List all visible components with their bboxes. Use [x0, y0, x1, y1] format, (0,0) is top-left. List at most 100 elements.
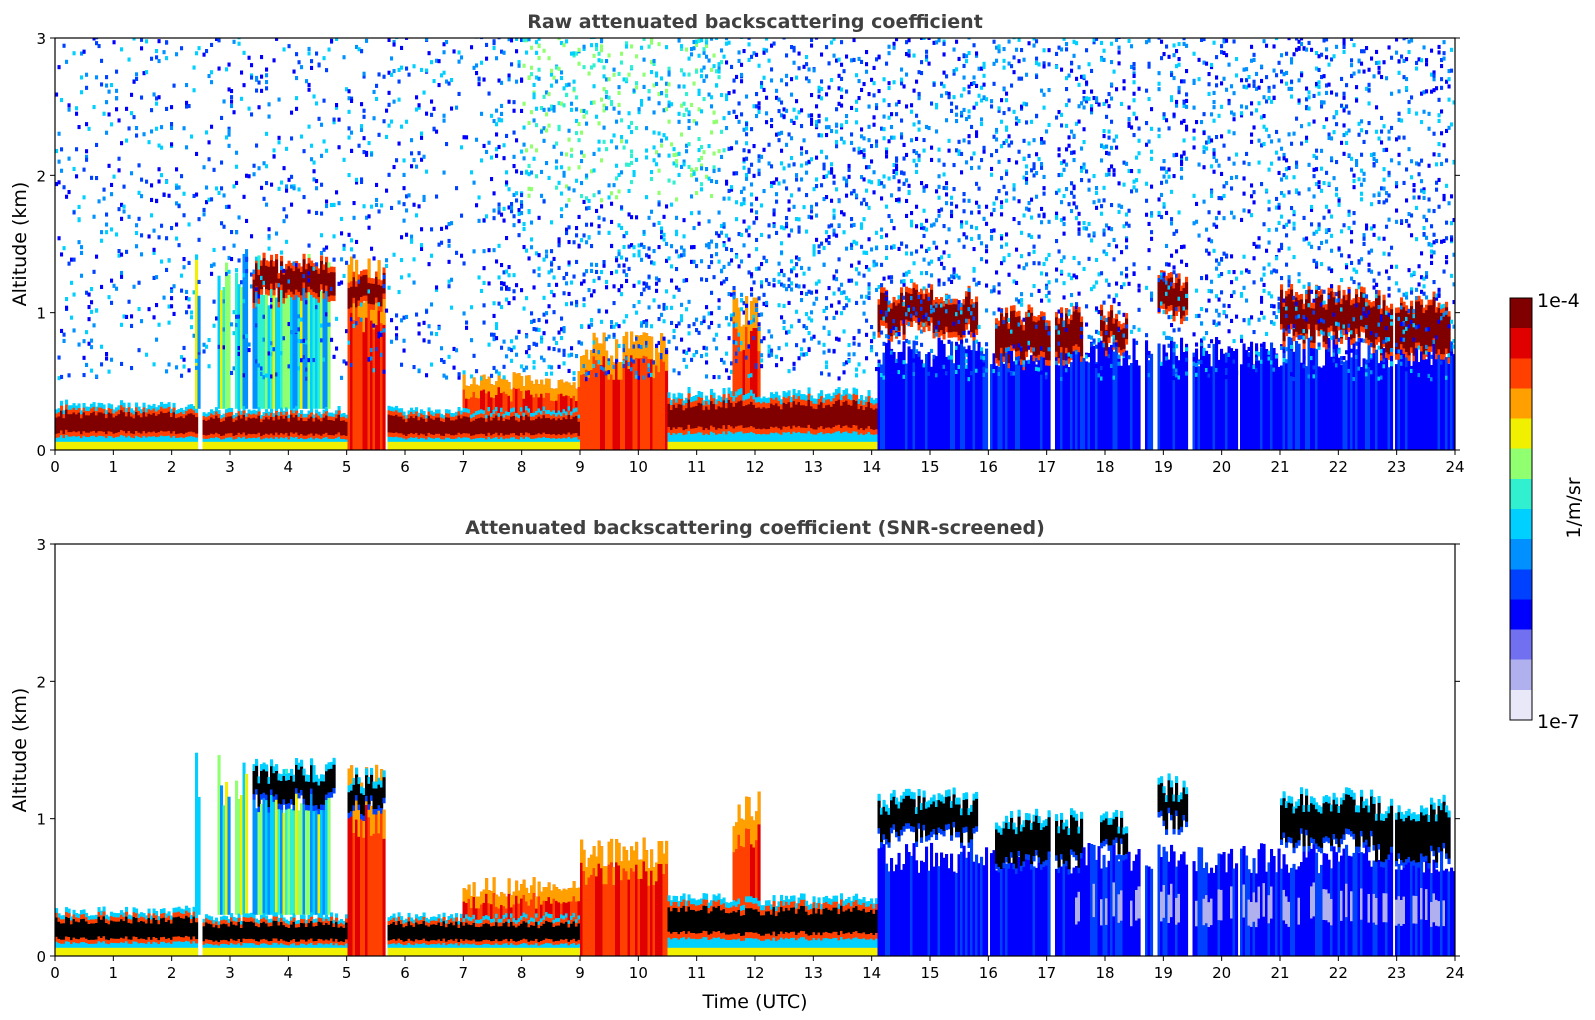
heatmap-cell	[558, 243, 561, 247]
heatmap-cell	[840, 137, 843, 141]
heatmap-cell	[100, 59, 103, 63]
heatmap-cell	[413, 281, 416, 285]
heatmap-cell	[88, 305, 91, 309]
heatmap-cell	[783, 166, 786, 170]
heatmap-cell	[613, 284, 616, 288]
heatmap-cell	[160, 260, 163, 264]
heatmap-cell	[710, 194, 713, 198]
heatmap-cell	[838, 223, 841, 227]
heatmap-cell	[823, 263, 826, 267]
heatmap-cell	[270, 183, 273, 187]
heatmap-cell	[58, 236, 61, 240]
heatmap-cell	[688, 142, 691, 146]
heatmap-cell	[683, 253, 686, 257]
heatmap-cell	[933, 241, 936, 245]
heatmap-cell	[915, 137, 918, 141]
heatmap-cell	[575, 95, 578, 99]
heatmap-cell	[415, 313, 418, 317]
heatmap-cell	[750, 287, 753, 291]
heatmap-cell	[750, 127, 753, 131]
heatmap-cell	[248, 107, 251, 111]
heatmap-cell	[488, 343, 491, 347]
heatmap-cell	[310, 59, 313, 63]
heatmap-cell	[378, 209, 381, 213]
heatmap-cell	[720, 155, 723, 159]
heatmap-cell	[240, 71, 243, 75]
heatmap-cell	[133, 115, 136, 119]
heatmap-cell	[843, 290, 846, 294]
heatmap-cell	[880, 263, 883, 267]
heatmap-cell	[568, 198, 571, 202]
heatmap-cell	[508, 100, 511, 104]
heatmap-cell	[578, 122, 581, 126]
heatmap-cell	[743, 243, 746, 247]
heatmap-cell	[710, 254, 713, 258]
heatmap-cell	[858, 329, 861, 333]
heatmap-cell	[348, 110, 351, 114]
heatmap-column	[180, 46, 183, 450]
heatmap-cell	[855, 108, 858, 112]
heatmap-cell	[693, 322, 696, 326]
heatmap-cell	[618, 111, 621, 115]
heatmap-cell	[360, 124, 363, 128]
heatmap-cell	[715, 120, 718, 124]
heatmap-cell	[63, 185, 66, 189]
heatmap-cell	[893, 46, 896, 50]
heatmap-cell	[855, 120, 858, 124]
heatmap-cell	[585, 269, 588, 273]
heatmap-cell	[883, 127, 886, 131]
heatmap-cell	[820, 53, 823, 57]
heatmap-cell	[678, 152, 681, 156]
heatmap-cell	[820, 133, 823, 137]
heatmap-cell	[155, 127, 158, 131]
heatmap-cell	[435, 285, 438, 289]
heatmap-cell	[418, 331, 421, 335]
heatmap-cell	[675, 164, 678, 168]
heatmap-cell	[295, 52, 298, 56]
heatmap-cell	[495, 336, 498, 340]
heatmap-cell	[78, 217, 81, 221]
heatmap-cell	[800, 291, 803, 295]
heatmap-cell	[613, 133, 616, 137]
heatmap-cell	[235, 181, 238, 185]
heatmap-cell	[433, 79, 436, 83]
heatmap-cell	[718, 375, 721, 379]
heatmap-cell	[360, 177, 363, 181]
heatmap-cell	[790, 259, 793, 263]
heatmap-cell	[850, 132, 853, 136]
heatmap-cell	[665, 289, 668, 293]
heatmap-cell	[793, 121, 796, 125]
heatmap-cell	[840, 63, 843, 67]
heatmap-column	[175, 52, 178, 450]
heatmap-cell	[675, 197, 678, 201]
heatmap-cell	[855, 194, 858, 198]
heatmap-cell	[508, 77, 511, 81]
heatmap-cell	[165, 180, 168, 184]
heatmap-cell	[710, 104, 713, 108]
heatmap-cell	[75, 106, 78, 110]
heatmap-cell	[620, 52, 623, 56]
heatmap-cell	[815, 156, 818, 160]
heatmap-cell	[788, 199, 791, 203]
heatmap-cell	[210, 197, 213, 201]
heatmap-cell	[105, 75, 108, 79]
heatmap-cell	[135, 223, 138, 227]
heatmap-cell	[703, 66, 706, 70]
heatmap-cell	[350, 149, 353, 153]
heatmap-cell	[210, 80, 213, 84]
heatmap-cell	[403, 158, 406, 162]
heatmap-cell	[623, 263, 626, 267]
heatmap-cell	[875, 246, 878, 250]
heatmap-cell	[888, 177, 891, 181]
heatmap-cell	[600, 48, 603, 52]
heatmap-cell	[83, 373, 86, 377]
heatmap-cell	[553, 293, 556, 297]
heatmap-cell	[525, 296, 528, 300]
heatmap-cell	[563, 361, 566, 365]
heatmap-cell	[615, 120, 618, 124]
heatmap-cell	[868, 282, 871, 286]
heatmap-cell	[273, 155, 276, 159]
figure: Raw attenuated backscattering coefficien…	[0, 0, 1595, 1020]
heatmap-cell	[528, 194, 531, 198]
heatmap-cell	[825, 365, 828, 369]
